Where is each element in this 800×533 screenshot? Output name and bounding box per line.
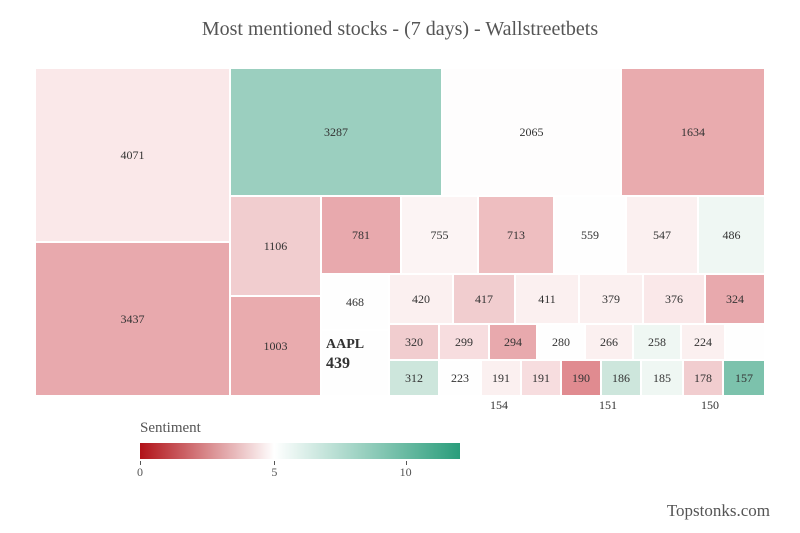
treemap-cell: 224	[681, 324, 725, 360]
treemap-cell: 468	[321, 274, 389, 330]
legend: Sentiment 0510	[140, 420, 540, 475]
cell-value: 2065	[520, 125, 544, 139]
treemap-cell: 320	[389, 324, 439, 360]
treemap-cell: 280	[537, 324, 585, 360]
treemap-cell: 2065	[442, 68, 621, 196]
cell-value: 417	[475, 292, 493, 306]
cell-value: 1634	[681, 125, 705, 139]
treemap-cell: 191	[521, 360, 561, 396]
cell-value: 3287	[324, 125, 348, 139]
cell-value: 280	[552, 335, 570, 349]
cell-value: 411	[538, 292, 556, 306]
cell-value: 224	[694, 335, 712, 349]
cell-value: 3437	[121, 312, 145, 326]
overflow-value: 151	[599, 398, 617, 413]
treemap-cell: 755	[401, 196, 478, 274]
legend-tick-label: 10	[400, 465, 412, 480]
cell-value: 1003	[264, 339, 288, 353]
cell-value: 320	[405, 335, 423, 349]
treemap-cell: AAPL439	[321, 330, 389, 396]
cell-value: 258	[648, 335, 666, 349]
treemap-cell: 411	[515, 274, 579, 324]
treemap-cell: 258	[633, 324, 681, 360]
treemap-cell: 1106	[230, 196, 321, 296]
treemap-cell: 299	[439, 324, 489, 360]
cell-value: 191	[492, 371, 510, 385]
treemap-cell: 157	[723, 360, 765, 396]
cell-value: 186	[612, 371, 630, 385]
cell-value: 185	[653, 371, 671, 385]
cell-value: 178	[694, 371, 712, 385]
legend-colorbar	[140, 443, 460, 459]
treemap-cell: 266	[585, 324, 633, 360]
legend-ticks: 0510	[140, 461, 460, 475]
treemap-cell: 178	[683, 360, 723, 396]
cell-value: 547	[653, 228, 671, 242]
treemap-cell: 185	[641, 360, 683, 396]
cell-value: AAPL439	[322, 337, 364, 373]
treemap-cell: 781	[321, 196, 401, 274]
cell-value: 312	[405, 371, 423, 385]
legend-title: Sentiment	[140, 420, 540, 437]
cell-value: 713	[507, 228, 525, 242]
cell-value: 157	[735, 371, 753, 385]
treemap-cell: 190	[561, 360, 601, 396]
treemap-cell: 713	[478, 196, 554, 274]
treemap-container: 4071 3437 3287 2065 1634 1106 781 755 713 559 547 4…	[35, 68, 765, 396]
treemap-cell: 420	[389, 274, 453, 324]
treemap-cell: 3287	[230, 68, 442, 196]
treemap-cell: 3437	[35, 242, 230, 396]
treemap-cell: 417	[453, 274, 515, 324]
treemap-cell: 547	[626, 196, 698, 274]
cell-value: 191	[532, 371, 550, 385]
treemap-cell: 294	[489, 324, 537, 360]
cell-value: 4071	[121, 148, 145, 162]
cell-value: 299	[455, 335, 473, 349]
treemap-cell: 324	[705, 274, 765, 324]
cell-value: 781	[352, 228, 370, 242]
cell-value: 755	[431, 228, 449, 242]
treemap-cell: 559	[554, 196, 626, 274]
treemap-cell: 4071	[35, 68, 230, 242]
overflow-value: 150	[701, 398, 719, 413]
cell-value: 420	[412, 292, 430, 306]
treemap-cell: 486	[698, 196, 765, 274]
cell-value: 190	[572, 371, 590, 385]
cell-value: 559	[581, 228, 599, 242]
legend-tick-label: 0	[137, 465, 143, 480]
treemap-cell: 223	[439, 360, 481, 396]
cell-value: 223	[451, 371, 469, 385]
cell-value: 486	[723, 228, 741, 242]
treemap-cell	[725, 324, 765, 360]
cell-value: 294	[504, 335, 522, 349]
cell-value: 1106	[264, 239, 288, 253]
cell-value: 468	[346, 295, 364, 309]
treemap-cell: 191	[481, 360, 521, 396]
legend-tick-label: 5	[271, 465, 277, 480]
treemap-cell: 1634	[621, 68, 765, 196]
cell-value: 376	[665, 292, 683, 306]
attribution: Topstonks.com	[667, 501, 770, 521]
treemap-cell: 376	[643, 274, 705, 324]
treemap-cell: 312	[389, 360, 439, 396]
cell-value: 324	[726, 292, 744, 306]
chart-title: Most mentioned stocks - (7 days) - Walls…	[0, 0, 800, 51]
cell-value: 379	[602, 292, 620, 306]
treemap-cell: 186	[601, 360, 641, 396]
treemap-cell: 1003	[230, 296, 321, 396]
cell-value: 266	[600, 335, 618, 349]
treemap-cell: 379	[579, 274, 643, 324]
overflow-value: 154	[490, 398, 508, 413]
